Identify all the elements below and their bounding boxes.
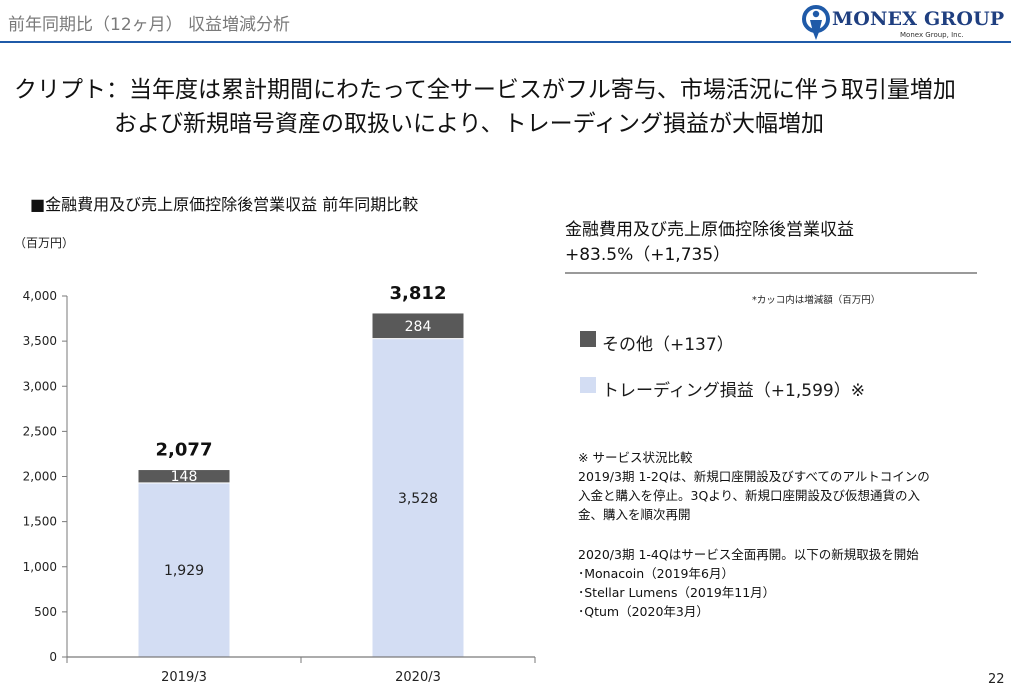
service-note-line: ･Stellar Lumens（2019年11月） [578,585,776,600]
y-axis: 0 500 1,000 1,500 2,000 2,500 3,000 3,500 4,000 [23,289,68,664]
y-tick-label: 500 [34,605,57,619]
x-axis: 2019/3 2020/3 [66,656,536,685]
bar-value-label: 148 [171,469,198,485]
legend-label-other: その他（+137） [602,335,734,355]
service-note-line: 2020/3期 1-4Qはサービス全面再開。以下の新規取扱を開始 [578,547,919,562]
y-tick-label: 1,000 [23,560,57,574]
y-tick-label: 1,500 [23,515,57,529]
x-tick-label: 2019/3 [161,670,207,685]
x-tick-label: 2020/3 [395,670,441,685]
bar-segment-other [137,469,231,484]
amount-note: *カッコ内は増減額（百万円） [752,295,881,306]
summary-divider [565,272,977,274]
summary-metric-change: +83.5%（+1,735） [565,245,731,265]
bar-total-label: 3,812 [390,283,447,304]
service-note-line: 金、購入を順次再開 [578,507,691,522]
header-divider-accent [0,41,70,43]
logo-wordmark: MONEX GROUP [832,8,1005,30]
y-axis-unit-label: （百万円） [14,236,75,250]
bar-total-label: 2,077 [156,440,213,461]
y-tick-label: 2,500 [23,424,57,438]
legend-label-trading: トレーディング損益（+1,599）※ [602,381,865,401]
headline-line-2: および新規暗号資産の取扱いにより、トレーディング損益が大幅増加 [114,111,825,137]
summary-metric-label: 金融費用及び売上原価控除後営業収益 [565,220,854,240]
logo-subtext: Monex Group, Inc. [900,31,964,39]
bars: 1,929 148 2,077 3,528 284 3,812 [137,283,465,658]
y-tick-label: 3,000 [23,379,57,393]
service-note-line: ･Qtum（2020年3月） [578,604,709,619]
service-note-line: ･Monacoin（2019年6月） [578,566,734,581]
page-number: 22 [988,672,1005,687]
headline-line-1: クリプト：当年度は累計期間にわたって全サービスがフル寄与、市場活況に伴う取引量増… [14,77,956,103]
page-section-title: 前年同期比（12ヶ月） 収益増減分析 [8,15,291,35]
bar-value-label: 3,528 [398,491,438,507]
stacked-bar-chart: 05001,0001,5002,0002,5003,0003,5004,000 … [23,283,536,685]
monex-figure-icon [802,5,830,40]
bar-segment-trading [137,482,231,658]
header-divider [0,41,1011,43]
service-note-line: 入金と購入を停止。3Qより、新規口座開設及び仮想通貨の入 [578,488,921,503]
monex-logo [802,5,830,40]
legend-swatch-trading [580,377,596,393]
bar-segment-trading [371,338,465,658]
y-tick-label: 3,500 [23,334,57,348]
chart-title: ■金融費用及び売上原価控除後営業収益 前年同期比較 [30,195,419,214]
legend-swatch-other [580,331,596,347]
y-tick-label: 0 [49,650,57,664]
bar-segment-other [371,312,465,340]
bar-value-label: 1,929 [164,563,204,579]
service-note-heading: ※ サービス状況比較 [578,450,693,465]
bar-value-label: 284 [405,319,432,335]
service-note-line: 2019/3期 1-2Qは、新規口座開設及びすべてのアルトコインの [578,469,930,484]
y-tick-label: 4,000 [23,289,57,303]
y-tick-label: 2,000 [23,470,57,484]
